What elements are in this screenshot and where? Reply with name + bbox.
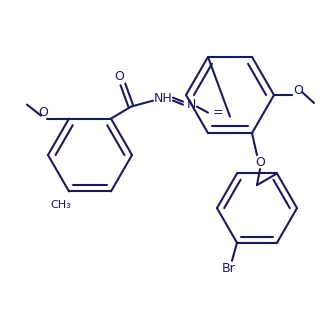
Text: CH₃: CH₃ <box>51 201 71 210</box>
Text: O: O <box>293 84 303 97</box>
Text: N: N <box>186 98 196 111</box>
Text: O: O <box>38 106 48 119</box>
Text: Br: Br <box>222 262 236 275</box>
Text: O: O <box>114 70 124 83</box>
Text: =: = <box>213 106 223 119</box>
Text: O: O <box>255 156 265 169</box>
Text: NH: NH <box>154 92 172 105</box>
